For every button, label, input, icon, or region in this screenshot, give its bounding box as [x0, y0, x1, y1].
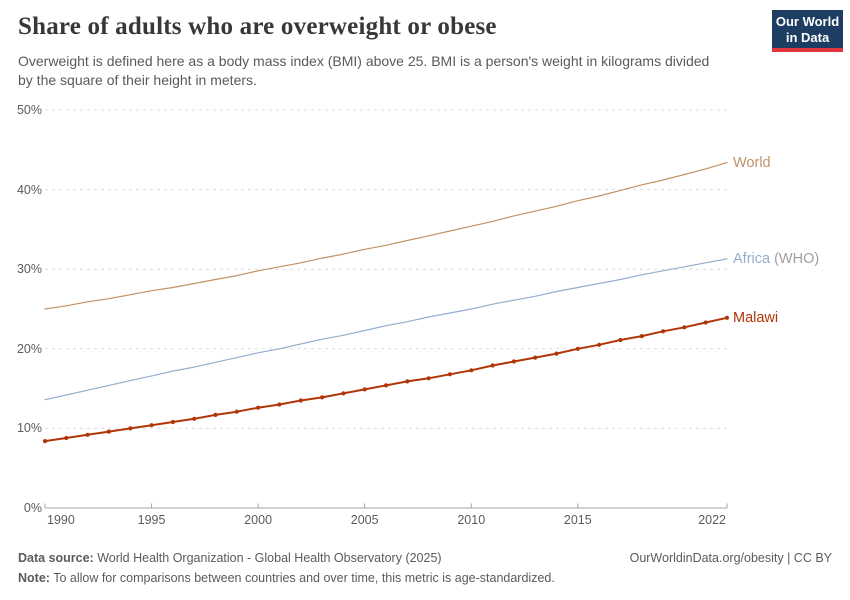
data-point-marker[interactable]	[661, 329, 666, 334]
x-axis-label-2022: 2022	[698, 513, 726, 527]
data-point-marker[interactable]	[234, 409, 239, 414]
series-line-world[interactable]	[44, 161, 728, 310]
owid-logo: Our World in Data	[772, 10, 843, 52]
note-text: To allow for comparisons between countri…	[49, 571, 555, 585]
data-point-marker[interactable]	[618, 337, 623, 343]
data-point-marker[interactable]	[426, 376, 431, 381]
y-axis-label-40%: 40%	[16, 182, 42, 197]
series-line-malawi[interactable]	[44, 316, 728, 443]
chart-footer: Data source: World Health Organization -…	[18, 548, 832, 588]
series-label-text: Africa	[733, 250, 771, 267]
owid-logo-line2: in Data	[785, 29, 830, 45]
series-line-africa[interactable]	[44, 258, 728, 401]
data-point-marker[interactable]	[64, 435, 69, 441]
data-point-marker[interactable]	[490, 363, 495, 368]
x-axis-label-2015: 2015	[563, 513, 592, 527]
data-point-marker[interactable]	[405, 379, 410, 384]
data-point-marker[interactable]	[703, 320, 708, 325]
series-label-malawi[interactable]: Malawi	[733, 309, 778, 327]
chart-subtitle: Overweight is defined here as a body mas…	[18, 52, 758, 90]
data-point-marker[interactable]	[277, 402, 282, 407]
y-axis-label-20%: 20%	[16, 341, 42, 356]
data-point-marker[interactable]	[128, 426, 133, 431]
page-title: Share of adults who are overweight or ob…	[18, 13, 497, 40]
data-point-marker[interactable]	[106, 429, 111, 434]
x-axis-label-1995: 1995	[137, 513, 166, 527]
series-label-suffix: (WHO)	[770, 250, 820, 267]
data-point-marker[interactable]	[469, 368, 474, 373]
chart-subtitle-line2: by the square of their height in meters.	[18, 72, 257, 88]
data-point-marker[interactable]	[383, 383, 389, 388]
data-point-marker[interactable]	[447, 372, 452, 377]
x-axis-label-2005: 2005	[350, 513, 379, 527]
data-point-marker[interactable]	[192, 416, 197, 421]
x-axis-label-2010: 2010	[457, 513, 486, 527]
series-label-text: World	[733, 154, 771, 171]
y-axis-label-0%: 0%	[23, 501, 42, 515]
data-point-marker[interactable]	[639, 334, 644, 339]
data-point-marker[interactable]	[256, 405, 261, 410]
y-axis-label-30%: 30%	[16, 262, 42, 277]
data-point-marker[interactable]	[511, 359, 516, 364]
y-axis-label-10%: 10%	[16, 421, 42, 436]
chart-subtitle-line1: Overweight is defined here as a body mas…	[18, 53, 710, 69]
data-point-marker[interactable]	[341, 391, 346, 396]
data-point-marker[interactable]	[575, 346, 580, 351]
data-point-marker[interactable]	[85, 432, 90, 437]
note-line: Note: To allow for comparisons between c…	[18, 568, 832, 588]
data-point-marker[interactable]	[362, 387, 367, 392]
note-label: Note:	[18, 571, 50, 585]
data-point-marker[interactable]	[724, 315, 730, 320]
data-point-marker[interactable]	[533, 355, 538, 360]
data-point-marker[interactable]	[597, 342, 602, 347]
x-axis-label-2000: 2000	[244, 513, 273, 527]
datasource-text: World Health Organization - Global Healt…	[93, 551, 442, 565]
data-point-marker[interactable]	[213, 412, 218, 417]
data-point-marker[interactable]	[170, 419, 175, 425]
data-point-marker[interactable]	[554, 351, 559, 356]
series-label-world[interactable]: World	[733, 154, 771, 172]
x-axis-label-1990: 1990	[47, 513, 75, 527]
footer-attribution: OurWorldinData.org/obesity | CC BY	[629, 551, 832, 565]
series-label-text: Malawi	[733, 309, 779, 326]
data-point-marker[interactable]	[149, 423, 154, 428]
owid-logo-line1: Our World	[775, 14, 840, 29]
data-point-marker[interactable]	[42, 439, 48, 444]
data-point-marker[interactable]	[320, 395, 325, 400]
series-label-africa[interactable]: Africa (WHO)	[733, 250, 819, 268]
datasource-line: Data source: World Health Organization -…	[18, 548, 832, 568]
datasource-label: Data source:	[18, 551, 94, 565]
data-point-marker[interactable]	[298, 398, 303, 403]
y-axis-label-50%: 50%	[16, 103, 42, 117]
data-point-marker[interactable]	[682, 325, 687, 330]
